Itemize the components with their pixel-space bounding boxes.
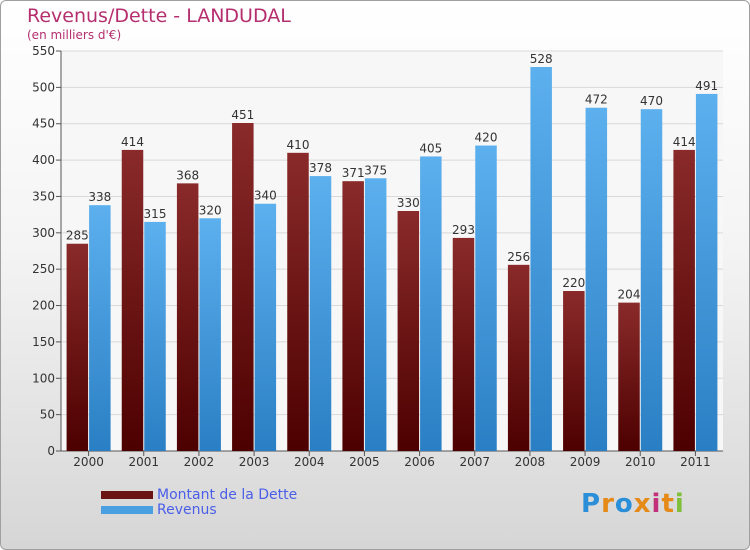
bar-dette: [232, 123, 254, 451]
chart-title: Revenus/Dette - LANDUDAL: [27, 5, 291, 27]
data-label: 470: [640, 94, 663, 108]
data-label: 420: [475, 131, 498, 145]
legend-swatch-dette: [101, 490, 153, 499]
logo-letter: x: [633, 489, 652, 519]
legend-item-revenus: Revenus: [101, 501, 297, 518]
data-label: 220: [562, 276, 585, 290]
x-tick-label: 2003: [239, 455, 270, 469]
x-tick-label: 2011: [680, 455, 711, 469]
y-tick-label: 200: [32, 299, 55, 313]
data-label: 491: [695, 79, 718, 93]
bar-dette: [673, 149, 695, 451]
data-label: 204: [618, 288, 641, 302]
data-label: 315: [144, 207, 167, 221]
x-tick-label: 2005: [349, 455, 380, 469]
data-label: 414: [673, 135, 696, 149]
legend-label-dette: Montant de la Dette: [157, 486, 298, 503]
bar-dette: [618, 302, 640, 451]
plot-area: [61, 51, 723, 451]
bar-dette: [507, 264, 530, 451]
bar-revenus: [364, 178, 387, 452]
x-tick-label: 2000: [73, 455, 104, 469]
y-tick-label: 250: [32, 262, 55, 276]
bar-dette: [176, 183, 199, 451]
data-label: 405: [419, 141, 442, 155]
legend-item-dette: Montant de la Dette: [101, 486, 298, 503]
data-label: 320: [199, 203, 222, 217]
bar-revenus: [89, 205, 111, 451]
legend: Montant de la Dette Revenus: [101, 486, 298, 518]
bar-revenus: [199, 218, 221, 451]
logo-letter: i: [651, 489, 662, 519]
y-tick-label: 450: [32, 117, 55, 131]
x-tick-label: 2001: [128, 455, 159, 469]
data-label: 378: [309, 161, 332, 175]
legend-label-revenus: Revenus: [157, 501, 217, 518]
data-label: 340: [254, 189, 277, 203]
bar-revenus: [420, 156, 442, 452]
bar-dette: [121, 149, 144, 451]
bar-revenus: [585, 107, 608, 452]
x-tick-label: 2009: [570, 455, 601, 469]
x-tick-label: 2008: [515, 455, 546, 469]
data-label: 368: [176, 168, 199, 182]
bar-dette: [563, 291, 585, 451]
y-tick-label: 50: [40, 408, 55, 422]
bar-dette: [342, 181, 364, 451]
x-tick-label: 2007: [459, 455, 490, 469]
data-label: 414: [121, 135, 144, 149]
bar-dette: [66, 243, 89, 451]
data-label: 338: [88, 190, 111, 204]
data-label: 451: [231, 108, 254, 122]
data-label: 375: [364, 163, 387, 177]
data-label: 293: [452, 223, 475, 237]
bar-dette: [287, 152, 309, 451]
bar-dette: [397, 211, 420, 451]
data-label: 528: [530, 52, 553, 66]
x-tick-label: 2004: [294, 455, 325, 469]
bar-revenus: [695, 93, 718, 451]
bar-revenus: [254, 203, 277, 451]
proxiti-logo: Proxiti: [581, 489, 685, 519]
data-label: 472: [585, 93, 608, 107]
logo-letter: i: [674, 489, 685, 519]
logo-letter: o: [614, 489, 634, 519]
logo-letter: r: [601, 489, 615, 519]
bar-revenus: [530, 67, 552, 451]
logo-letter: t: [661, 489, 675, 519]
x-tick-label: 2010: [625, 455, 656, 469]
chart-subtitle: (en milliers d'€): [27, 28, 122, 42]
x-tick-label: 2006: [404, 455, 435, 469]
y-tick-label: 350: [32, 189, 55, 203]
y-tick-label: 400: [32, 153, 55, 167]
logo-letter: P: [581, 489, 602, 519]
x-tick-label: 2002: [184, 455, 215, 469]
y-tick-label: 150: [32, 335, 55, 349]
bar-revenus: [309, 176, 332, 451]
data-label: 371: [342, 166, 365, 180]
y-tick-label: 500: [32, 80, 55, 94]
y-tick-label: 0: [47, 444, 55, 458]
data-label: 330: [397, 196, 420, 210]
bar-revenus: [475, 145, 497, 451]
bar-revenus: [640, 109, 663, 451]
y-tick-label: 300: [32, 226, 55, 240]
bar-revenus: [144, 221, 166, 451]
data-label: 285: [66, 229, 89, 243]
y-tick-label: 100: [32, 371, 55, 385]
data-label: 410: [287, 138, 310, 152]
y-tick-label: 550: [32, 44, 55, 58]
bar-dette: [452, 237, 475, 451]
legend-swatch-revenus: [101, 505, 153, 514]
data-label: 256: [507, 250, 530, 264]
